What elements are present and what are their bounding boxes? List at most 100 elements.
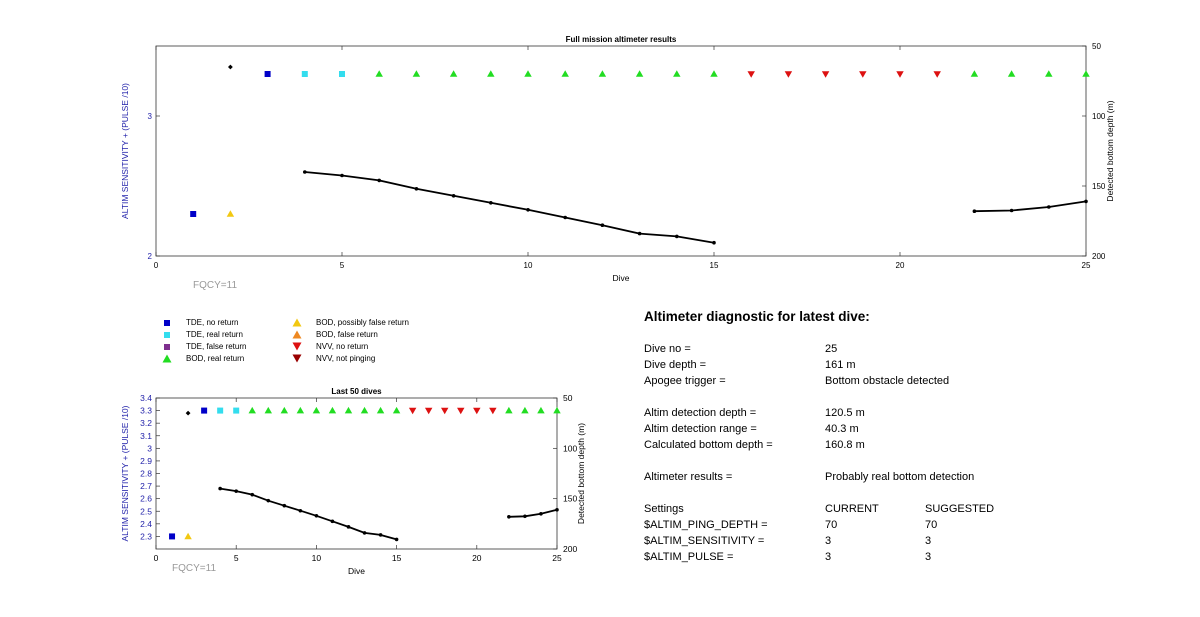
triangle-up-marker <box>487 70 495 77</box>
depth-point <box>330 519 335 524</box>
triangle-up-marker <box>344 406 353 414</box>
pulse-label: $ALTIM_PULSE = <box>644 551 734 563</box>
y2-tick-label: 150 <box>1092 182 1106 191</box>
chart-title: Last 50 dives <box>331 387 382 396</box>
square-marker <box>301 71 308 77</box>
pulse-suggested: 3 <box>925 551 932 563</box>
plot-frame <box>155 397 558 550</box>
dive-depth-value: 161 m <box>825 359 856 371</box>
y-axis-label: ALTIM SENSITIVITY + (PULSE /10) <box>120 405 130 541</box>
triangle-down-marker-icon <box>290 342 304 351</box>
depth-point <box>555 507 559 512</box>
triangle-down-marker-shape <box>292 354 302 363</box>
triangle-up-marker <box>280 406 289 414</box>
depth-point <box>377 178 382 183</box>
triangle-up-marker-icon <box>290 318 304 327</box>
triangle-up-marker-icon <box>160 354 174 363</box>
y-tick-label: 3.2 <box>140 418 152 428</box>
x-tick-label: 0 <box>154 261 159 270</box>
settings-current-header: CURRENT <box>825 503 879 515</box>
legend-item-tde-no-return: TDE, no return <box>160 318 238 327</box>
triangle-up-marker-shape <box>292 330 302 339</box>
depth-point <box>1084 199 1088 204</box>
y-tick-label: 3.3 <box>140 406 152 416</box>
y-tick-label: 2 <box>148 252 153 261</box>
triangle-up-marker <box>376 406 385 414</box>
y2-tick-label: 150 <box>563 494 577 504</box>
triangle-down-marker-icon <box>290 354 304 363</box>
x-tick-label: 25 <box>1082 261 1091 270</box>
depth-point <box>314 513 319 518</box>
calculated-bottom-depth-value: 160.8 m <box>825 439 865 451</box>
depth-point <box>600 223 605 227</box>
altim-detection-range-value: 40.3 m <box>825 423 859 435</box>
dive-depth-label: Dive depth = <box>644 359 707 371</box>
y-axis-label: ALTIM SENSITIVITY + (PULSE /10) <box>120 83 130 219</box>
triangle-up-marker <box>1082 70 1090 77</box>
depth-point <box>539 511 543 516</box>
apogee-trigger-value: Bottom obstacle detected <box>825 375 950 387</box>
y2-axis-label: Detected bottom depth (m) <box>1105 100 1115 201</box>
triangle-up-marker <box>296 406 305 414</box>
y2-tick-label: 200 <box>1092 252 1106 261</box>
plot-frame <box>155 45 1087 257</box>
x-tick-label: 25 <box>552 553 562 563</box>
triangle-up-marker <box>1007 70 1016 77</box>
depth-point <box>303 170 307 174</box>
triangle-up-marker <box>226 210 235 217</box>
triangle-up-marker <box>328 406 337 414</box>
square-marker <box>233 407 240 414</box>
y2-tick-label: 100 <box>563 443 577 453</box>
y-tick-label: 3 <box>147 443 152 453</box>
ping-depth-suggested: 70 <box>925 519 938 531</box>
square-marker-icon <box>160 331 174 339</box>
triangle-up-marker <box>561 70 569 77</box>
diamond-marker <box>228 64 233 70</box>
depth-point <box>266 498 271 503</box>
ping-depth-current: 70 <box>825 519 838 531</box>
triangle-down-marker <box>784 71 793 78</box>
legend-item-bod-possibly-false: BOD, possibly false return <box>290 318 409 327</box>
y-tick-label: 3.1 <box>140 431 152 441</box>
y2-tick-label: 50 <box>563 393 573 403</box>
triangle-down-marker <box>896 71 904 78</box>
x-tick-label: 5 <box>340 261 345 270</box>
square-marker-icon <box>160 319 174 327</box>
depth-point <box>1009 208 1014 213</box>
triangle-up-marker <box>970 70 979 77</box>
legend-label: TDE, false return <box>186 342 247 351</box>
legend-label: NVV, not pinging <box>316 354 376 363</box>
legend-label: TDE, real return <box>186 330 243 339</box>
dive-no-value: 25 <box>825 343 838 355</box>
depth-line <box>508 508 558 518</box>
depth-point <box>298 508 303 513</box>
legend-item-nvv-no-return: NVV, no return <box>290 342 368 351</box>
apogee-trigger-label: Apogee trigger = <box>644 375 726 387</box>
x-tick-label: 15 <box>392 553 402 563</box>
y-tick-label: 2.8 <box>140 469 152 479</box>
altimeter-diagnostic-panel: Altimeter diagnostic for latest dive: Di… <box>644 309 1164 569</box>
triangle-up-marker <box>184 532 192 540</box>
square-marker <box>339 71 345 77</box>
square-marker-shape <box>164 319 170 326</box>
square-marker <box>190 211 197 217</box>
y2-tick-label: 200 <box>563 544 577 554</box>
x-tick-label: 5 <box>234 553 239 563</box>
depth-line <box>220 487 397 541</box>
x-axis-label: Dive <box>612 273 629 283</box>
depth-point <box>507 514 511 519</box>
diagnostic-title: Altimeter diagnostic for latest dive: <box>644 309 870 324</box>
depth-point <box>250 492 255 497</box>
depth-point <box>378 533 383 537</box>
altim-detection-range-label: Altim detection range = <box>644 423 757 435</box>
depth-point <box>218 486 222 491</box>
depth-point <box>1047 205 1051 209</box>
triangle-up-marker <box>537 406 545 414</box>
y2-axis-label: Detected bottom depth (m) <box>576 423 586 524</box>
triangle-up-marker-shape <box>162 354 172 363</box>
y-tick-label: 2.5 <box>140 506 152 516</box>
depth-point <box>414 187 419 191</box>
triangle-up-marker <box>598 70 607 77</box>
y-tick-label: 3 <box>148 112 153 121</box>
